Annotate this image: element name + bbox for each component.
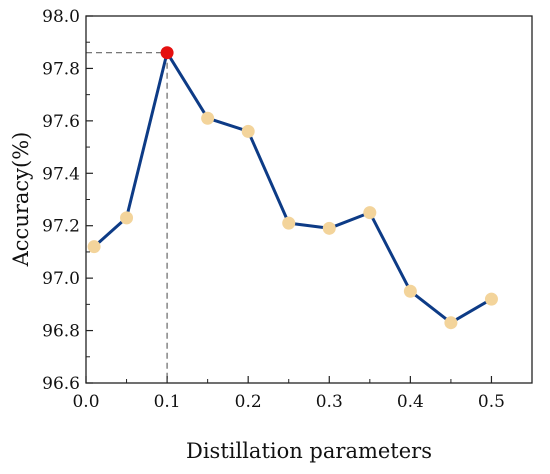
y-tick-label: 96.8 xyxy=(42,322,80,342)
x-tick-label: 0.5 xyxy=(478,392,505,412)
y-axis-label: Accuracy(%) xyxy=(9,132,33,268)
x-tick-label: 0.2 xyxy=(235,392,262,412)
x-tick-label: 0.4 xyxy=(397,392,424,412)
data-point xyxy=(403,284,417,298)
data-point xyxy=(87,240,101,254)
y-tick-label: 97.0 xyxy=(42,269,80,289)
data-point xyxy=(322,221,336,235)
y-tick-label: 97.4 xyxy=(42,164,80,184)
max-data-point xyxy=(160,46,174,60)
y-tick-label: 97.2 xyxy=(42,217,80,237)
x-tick-label: 0.1 xyxy=(154,392,181,412)
data-point xyxy=(120,211,134,225)
plot-content xyxy=(86,46,498,383)
series-line xyxy=(93,51,493,325)
x-tick-label: 0.3 xyxy=(316,392,343,412)
y-tick-label: 96.6 xyxy=(42,374,80,394)
y-tick-label: 97.6 xyxy=(42,112,80,132)
data-point xyxy=(444,316,458,330)
x-tick-label: 0.0 xyxy=(72,392,99,412)
data-point xyxy=(201,111,215,125)
data-point xyxy=(484,292,498,306)
x-axis-label: Distillation parameters xyxy=(186,439,432,463)
data-point xyxy=(363,206,377,220)
y-tick-label: 97.8 xyxy=(42,59,80,79)
data-point xyxy=(241,124,255,138)
data-point xyxy=(282,216,296,230)
axes-layer: 0.0 0.1 0.2 0.3 0.4 0.5 96.6 96.8 97.0 97.2 97.4 97… xyxy=(42,7,505,412)
plot-frame xyxy=(85,15,533,384)
y-tick-label: 98.0 xyxy=(42,7,80,27)
